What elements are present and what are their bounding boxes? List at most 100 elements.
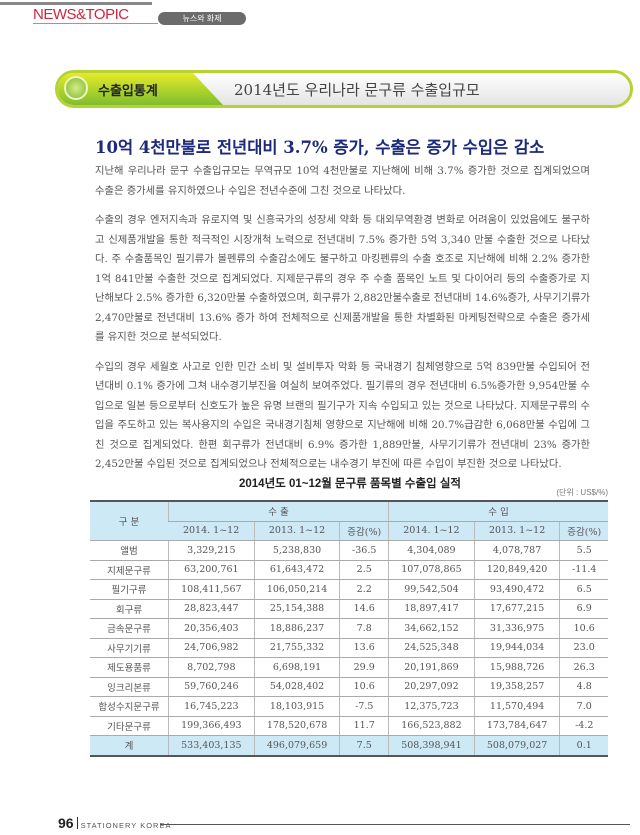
table-row: 합성수지문구류 16,745,223 18,103,915 -7.5 12,375,72… xyxy=(90,696,608,717)
row-label: 합성수지문구류 xyxy=(90,696,169,717)
table-row: 지제문구류 63,200,761 61,643,472 2.5 107,078,865 1… xyxy=(90,560,608,580)
table-cell: 20,297,092 xyxy=(388,677,475,697)
table-cell: 5,238,830 xyxy=(253,540,340,561)
table-cell: 14.6 xyxy=(339,599,389,619)
table-cell: 59,760,246 xyxy=(168,677,255,697)
table-cell: 107,078,865 xyxy=(388,560,475,580)
table-row: 필기구류 108,411,567 106,050,214 2.2 99,542,504 9… xyxy=(90,579,608,600)
header-import: 수 입 xyxy=(388,500,608,522)
page-footer: 96 STATIONERY KOREA xyxy=(58,815,171,833)
table-cell: -4.2 xyxy=(559,716,608,736)
trade-table: 구 분 수 출 수 입 2014. 1~12 2013. 1~12 증감(%) … xyxy=(90,500,608,757)
row-label: 제도용품류 xyxy=(90,657,169,678)
row-label: 기타문구류 xyxy=(90,716,169,736)
footer-separator xyxy=(76,817,78,829)
table-cell: 29.9 xyxy=(339,657,389,678)
table-cell: 19,944,034 xyxy=(473,638,560,658)
article-body: 지난해 우리나라 문구 수출입규모는 무역규모 10억 4천만불로 지난해에 비… xyxy=(95,162,590,485)
header-category: 구 분 xyxy=(90,500,169,541)
section-title: NEWS&TOPIC xyxy=(33,6,129,23)
article-headline: 10억 4천만불로 전년대비 3.7% 증가, 수출은 증가 수입은 감소 xyxy=(95,138,545,157)
table-cell: 3,329,215 xyxy=(168,540,255,561)
row-label: 잉크리본류 xyxy=(90,677,169,697)
table-cell: 17,677,215 xyxy=(473,599,560,619)
row-label: 앨범 xyxy=(90,540,169,561)
table-cell: 63,200,761 xyxy=(168,560,255,580)
table-cell: 4,078,787 xyxy=(473,540,560,561)
top-rule xyxy=(0,2,152,5)
header-export: 수 출 xyxy=(167,500,389,522)
table-cell: 24,706,982 xyxy=(168,638,255,658)
table-cell: 4,304,089 xyxy=(388,540,475,561)
table-cell: 11,570,494 xyxy=(473,696,560,717)
table-cell: 8,702,798 xyxy=(168,657,255,678)
table-row: 제도용품류 8,702,798 6,698,191 29.9 20,191,869 15,… xyxy=(90,657,608,678)
footer-rule xyxy=(160,824,630,825)
page-number: 96 xyxy=(58,815,74,831)
table-cell: 61,643,472 xyxy=(253,560,340,580)
table-cell: 6.5 xyxy=(559,579,608,600)
table-unit: (단위 : US$/%) xyxy=(556,488,608,497)
table-cell: -36.5 xyxy=(339,540,389,561)
row-label: 필기구류 xyxy=(90,579,169,600)
table-cell: 54,028,402 xyxy=(253,677,340,697)
paragraph: 수출의 경우 엔저지속과 유로지역 및 신흥국가의 성장세 약화 등 대외무역환… xyxy=(95,214,590,343)
subheader: 2013. 1~12 xyxy=(473,521,560,541)
table-cell: 34,662,152 xyxy=(388,618,475,639)
table-row: 앨범 3,329,215 5,238,830 -36.5 4,304,089 4,078,… xyxy=(90,540,608,561)
banner-category: 수출입통계 xyxy=(98,83,158,98)
table-cell: 199,366,493 xyxy=(168,716,255,736)
table-cell: 508,398,941 xyxy=(388,735,475,757)
table-cell: 11.7 xyxy=(339,716,389,736)
table-cell: 10.6 xyxy=(339,677,389,697)
table-cell: 496,079,659 xyxy=(253,735,340,757)
row-label: 계 xyxy=(90,735,169,757)
section-underline xyxy=(33,23,158,24)
table-cell: 106,050,214 xyxy=(253,579,340,600)
table-cell: 120,849,420 xyxy=(473,560,560,580)
subheader: 2014. 1~12 xyxy=(168,521,255,541)
table-cell: 10.6 xyxy=(559,618,608,639)
table-cell: 16,745,223 xyxy=(168,696,255,717)
row-label: 회구류 xyxy=(90,599,169,619)
table-cell: 166,523,882 xyxy=(388,716,475,736)
table-cell: 20,191,869 xyxy=(388,657,475,678)
table-cell: 31,336,975 xyxy=(473,618,560,639)
table-cell: -11.4 xyxy=(559,560,608,580)
table-cell: 21,755,332 xyxy=(253,638,340,658)
table-cell: 2.5 xyxy=(339,560,389,580)
table-cell: 2.2 xyxy=(339,579,389,600)
table-cell: 173,784,647 xyxy=(473,716,560,736)
table-cell: 508,079,027 xyxy=(473,735,560,757)
table-cell: 15,988,726 xyxy=(473,657,560,678)
table-cell: 533,403,135 xyxy=(168,735,255,757)
table-cell: 0.1 xyxy=(559,735,608,757)
section-tag: 뉴스와 화제 xyxy=(158,12,246,25)
table-row: 잉크리본류 59,760,246 54,028,402 10.6 20,297,092 1… xyxy=(90,677,608,697)
table-cell: 7.8 xyxy=(339,618,389,639)
globe-icon xyxy=(64,76,88,100)
table-cell: 5.5 xyxy=(559,540,608,561)
table-cell: 13.6 xyxy=(339,638,389,658)
paragraph: 수입의 경우 세월호 사고로 인한 민간 소비 및 설비투자 악화 등 국내경기… xyxy=(95,360,590,471)
table-row: 회구류 28,823,447 25,154,388 14.6 18,897,417 17,… xyxy=(90,599,608,619)
table-cell: 7.0 xyxy=(559,696,608,717)
table-cell: 19,358,257 xyxy=(473,677,560,697)
table-title: 2014년도 01~12월 문구류 품목별 수출입 실적 xyxy=(239,478,461,490)
table-cell: 178,520,678 xyxy=(253,716,340,736)
table-cell: 24,525,348 xyxy=(388,638,475,658)
table-cell: 18,897,417 xyxy=(388,599,475,619)
table-cell: 18,886,237 xyxy=(253,618,340,639)
table-cell: 108,411,567 xyxy=(168,579,255,600)
subheader: 2014. 1~12 xyxy=(388,521,475,541)
table-cell: 7.5 xyxy=(339,735,389,757)
subheader: 증감(%) xyxy=(339,521,389,541)
table-row: 기타문구류 199,366,493 178,520,678 11.7 166,523,8… xyxy=(90,716,608,736)
table-cell: 6,698,191 xyxy=(253,657,340,678)
subheader: 증감(%) xyxy=(559,521,608,541)
table-cell: 4.8 xyxy=(559,677,608,697)
row-label: 금속문구류 xyxy=(90,618,169,639)
table-cell: 6.9 xyxy=(559,599,608,619)
table-cell: 93,490,472 xyxy=(473,579,560,600)
table-row: 사무기기류 24,706,982 21,755,332 13.6 24,525,348 1… xyxy=(90,638,608,658)
